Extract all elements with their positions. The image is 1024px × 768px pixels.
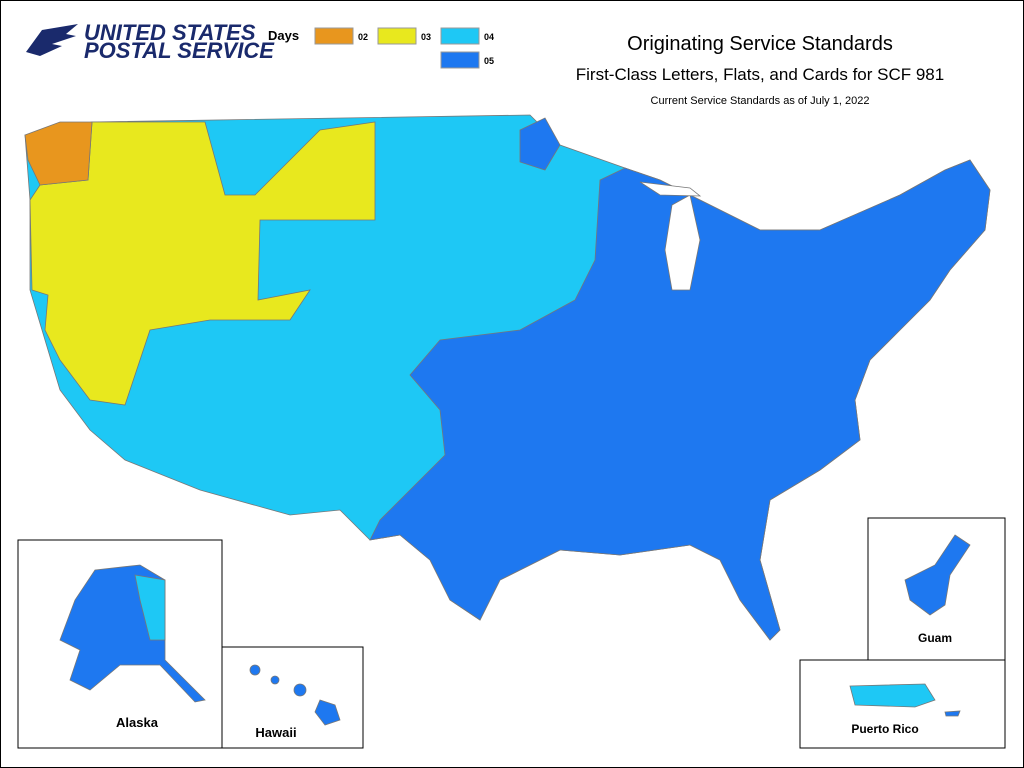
inset-box xyxy=(221,646,364,749)
guam-shape xyxy=(904,534,971,616)
logo-line2: POSTAL SERVICE xyxy=(84,38,275,63)
alaska-east xyxy=(134,574,166,641)
inset-label: Hawaii xyxy=(255,725,296,740)
subtitle: First-Class Letters, Flats, and Cards fo… xyxy=(576,65,944,84)
hawaii-big-island xyxy=(314,699,341,726)
legend-swatch xyxy=(440,51,480,69)
legend-title: Days xyxy=(268,28,299,43)
zone-05 xyxy=(369,159,991,641)
title: Originating Service Standards xyxy=(627,33,893,55)
inset-hawaii: Hawaii xyxy=(221,646,364,749)
inset-alaska: Alaska xyxy=(17,539,223,749)
inset-label: Puerto Rico xyxy=(851,722,918,736)
inset-label: Guam xyxy=(918,631,952,645)
hawaii-island xyxy=(270,675,280,685)
legend-label: 02 xyxy=(358,32,368,42)
contiguous-us xyxy=(24,114,991,641)
legend-label: 04 xyxy=(484,32,494,42)
zone-03 xyxy=(29,121,376,406)
puerto-rico-islet xyxy=(944,710,961,717)
legend-swatch xyxy=(377,27,417,45)
lake-superior xyxy=(639,181,702,197)
inset-guam: Guam xyxy=(867,517,1006,661)
logo-eagle xyxy=(26,24,78,56)
hawaii-island xyxy=(293,683,307,697)
note: Current Service Standards as of July 1, … xyxy=(651,95,870,107)
legend-label: 05 xyxy=(484,56,494,66)
hawaii-island xyxy=(249,664,261,676)
logo-line1: UNITED STATES xyxy=(84,20,256,45)
legend-swatch xyxy=(440,27,480,45)
legend-swatch xyxy=(314,27,354,45)
inset-puerto-rico: Puerto Rico xyxy=(799,659,1006,749)
legend-label: 03 xyxy=(421,32,431,42)
zone-02 xyxy=(24,121,93,186)
puerto-rico-shape xyxy=(849,683,936,708)
zone-05-mn xyxy=(519,117,561,171)
legend: 02 03 04 05 xyxy=(314,27,494,69)
inset-label: Alaska xyxy=(116,715,159,730)
logo: UNITED STATES POSTAL SERVICE xyxy=(24,20,275,63)
